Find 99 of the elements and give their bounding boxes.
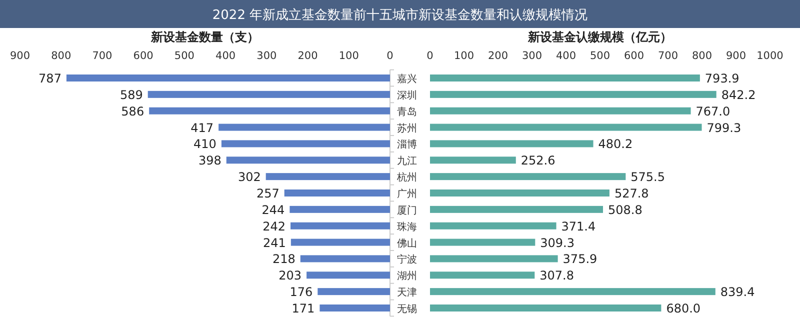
data-label: 371.4 [561, 219, 596, 234]
x-tick-label: 400 [216, 50, 236, 62]
data-label: 767.0 [696, 104, 730, 118]
y-tick-label: 无锡 [397, 304, 417, 315]
y-tick-label: 厦门 [397, 204, 417, 216]
y-tick-label: 宁波 [397, 254, 417, 266]
data-label: 203 [278, 268, 302, 283]
y-tick-label: 青岛 [397, 106, 417, 118]
x-tick-label: 900 [726, 50, 746, 62]
x-tick-label: 400 [556, 50, 576, 62]
bar [430, 272, 535, 279]
bar [148, 90, 390, 98]
data-label: 417 [190, 120, 214, 135]
bar [430, 156, 516, 164]
x-axis-title: 新设基金数量（支） [150, 30, 259, 44]
x-tick-label: 0 [426, 50, 434, 62]
y-tick-label: 珠海 [397, 220, 417, 233]
data-label: 242 [262, 219, 286, 234]
data-label: 793.9 [704, 72, 740, 86]
bar [430, 140, 594, 148]
x-tick-label: 100 [338, 50, 359, 62]
bar [320, 304, 390, 312]
y-tick-label: 广州 [397, 188, 417, 200]
data-label: 575.5 [630, 170, 666, 184]
bar [300, 255, 390, 262]
bar [306, 272, 390, 279]
bar [430, 288, 716, 296]
bar [318, 288, 390, 296]
y-tick-label: 淄博 [397, 138, 417, 151]
data-label: 307.8 [540, 268, 574, 283]
x-tick-label: 500 [590, 50, 610, 62]
data-label: 244 [262, 202, 285, 217]
x-tick-label: 600 [133, 50, 154, 62]
y-tick-label: 嘉兴 [397, 73, 417, 85]
x-axis-title: 新设基金认缴规模（亿元） [527, 30, 672, 44]
y-tick-label: 天津 [397, 286, 417, 299]
x-tick-label: 800 [51, 50, 72, 62]
data-label: 410 [194, 137, 216, 152]
bar [430, 74, 700, 82]
x-tick-label: 0 [386, 50, 394, 62]
y-tick-label: 佛山 [397, 237, 417, 250]
data-label: 171 [292, 302, 315, 316]
x-tick-label: 700 [658, 50, 678, 62]
bar [430, 190, 610, 196]
data-label: 799.3 [706, 120, 742, 135]
x-tick-label: 800 [692, 50, 712, 62]
data-label: 241 [263, 236, 286, 250]
bar [149, 107, 390, 114]
data-label: 527.8 [614, 186, 649, 200]
data-label: 375.9 [562, 252, 598, 266]
x-tick-label: 900 [10, 50, 30, 62]
bar [221, 140, 390, 148]
data-label: 252.6 [520, 154, 556, 168]
data-label: 508.8 [608, 202, 642, 217]
data-label: 176 [290, 285, 313, 300]
bar [284, 190, 390, 196]
data-label: 398 [198, 154, 222, 168]
data-label: 787 [38, 72, 62, 86]
bar [430, 255, 558, 262]
y-tick-label: 九江 [397, 155, 417, 168]
data-label: 586 [121, 104, 144, 118]
data-label: 302 [238, 170, 261, 184]
bar [66, 74, 390, 82]
data-label: 257 [256, 186, 280, 200]
bar [290, 222, 390, 230]
y-tick-label: 苏州 [397, 122, 417, 134]
x-tick-label: 1000 [756, 50, 784, 62]
x-tick-label: 500 [174, 50, 194, 62]
bar [430, 304, 662, 312]
y-tick-label: 杭州 [396, 172, 417, 184]
bar [218, 124, 390, 131]
data-label: 480.2 [598, 137, 633, 152]
x-tick-label: 300 [256, 50, 277, 62]
bar [430, 107, 691, 114]
x-tick-label: 600 [624, 50, 644, 62]
x-tick-label: 100 [454, 50, 474, 62]
x-tick-label: 300 [522, 50, 542, 62]
x-tick-label: 200 [298, 50, 318, 62]
bar [430, 124, 702, 131]
data-label: 309.3 [540, 236, 575, 250]
x-tick-label: 200 [488, 50, 508, 62]
bar [430, 222, 556, 230]
x-tick-label: 700 [92, 50, 112, 62]
data-label: 839.4 [720, 285, 755, 300]
bar [430, 206, 603, 213]
bar [290, 206, 390, 213]
bar [226, 156, 390, 164]
data-label: 218 [272, 252, 296, 266]
data-label: 680.0 [666, 302, 701, 316]
y-tick-label: 湖州 [397, 270, 417, 282]
chart-title: 2022 年新成立基金数量前十五城市新设基金数量和认缴规模情况 [212, 7, 588, 23]
bar [430, 173, 626, 180]
bar [266, 173, 390, 180]
data-label: 842.2 [721, 88, 756, 102]
bar [430, 90, 716, 98]
y-tick-label: 深圳 [397, 89, 417, 102]
data-label: 589 [120, 88, 143, 102]
bar [430, 238, 536, 246]
bar [290, 238, 390, 246]
